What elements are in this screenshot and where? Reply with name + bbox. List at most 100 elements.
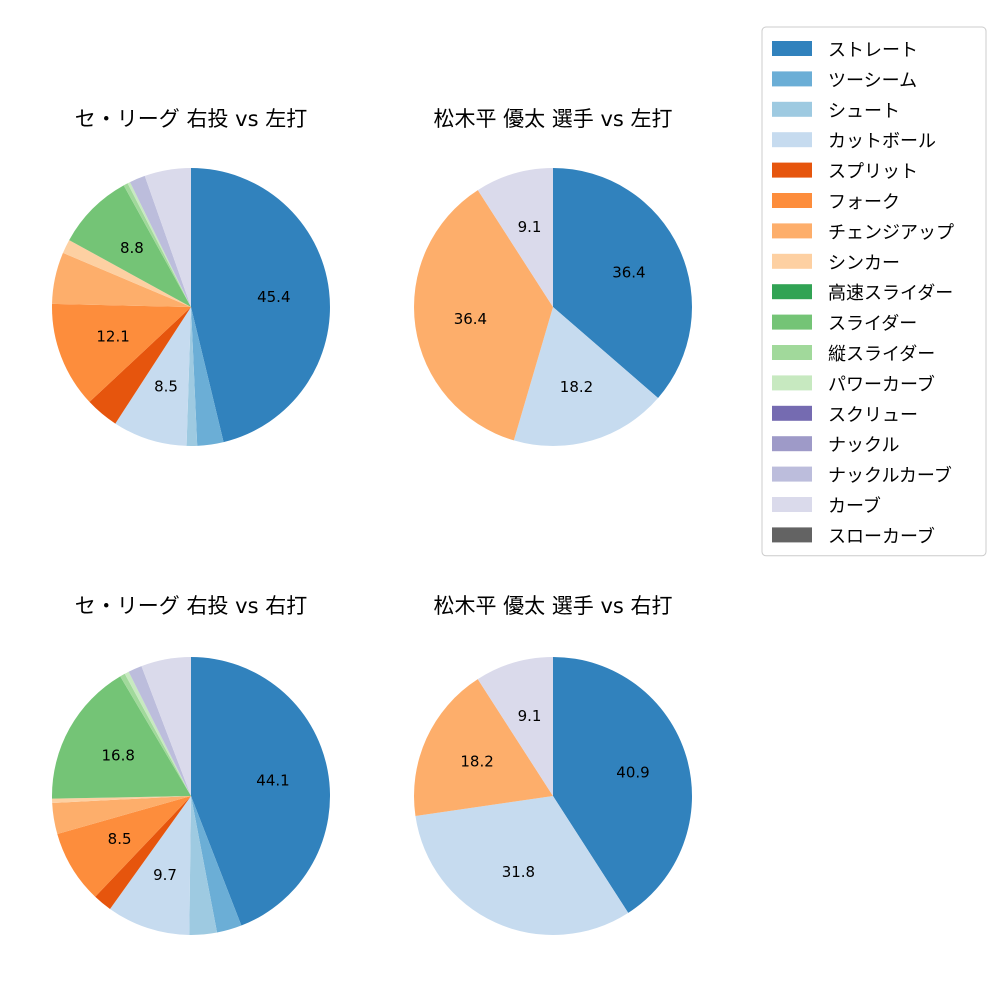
pie-slice xyxy=(52,796,192,834)
legend-item: 縦スライダー xyxy=(772,344,935,365)
pie-slice xyxy=(110,796,191,935)
pie-slice xyxy=(415,796,629,936)
pie-slice xyxy=(120,673,191,796)
pie-slice xyxy=(141,657,191,796)
pie-slice xyxy=(553,656,693,913)
legend-item: ナックル xyxy=(772,435,899,456)
pie-chart-2: 松木平 優太 選手 vs 左打 36.4 18.2 36.4 9.1 xyxy=(414,107,693,447)
legend-item: ツーシーム xyxy=(772,70,917,91)
legend-item: ストレート xyxy=(772,40,918,61)
legend-item: フォーク xyxy=(772,192,900,213)
pie-slice xyxy=(51,303,192,402)
legend-item: カーブ xyxy=(772,495,881,517)
legend-swatch xyxy=(772,466,812,482)
legend-swatch xyxy=(772,101,812,117)
pie-slice xyxy=(414,679,553,817)
legend-label: 縦スライダー xyxy=(828,344,935,365)
legend-label: 高速スライダー xyxy=(828,283,953,304)
legend-label: ストレート xyxy=(828,40,918,61)
legend-swatch xyxy=(772,436,812,452)
legend-item: スプリット xyxy=(772,162,918,183)
legend: ストレートツーシームシュートカットボールスプリットフォークチェンジアップシンカー… xyxy=(761,26,987,557)
pie-slice-value-label: 8.5 xyxy=(108,830,132,848)
pie-title: セ・リーグ 右投 vs 右打 xyxy=(75,594,307,618)
legend-item: カットボール xyxy=(772,131,936,152)
pie-slice-value-label: 9.1 xyxy=(518,218,542,236)
legend-swatch xyxy=(772,314,812,330)
pie-slice xyxy=(115,307,191,446)
legend-item: 高速スライダー xyxy=(772,283,953,304)
legend-label: スクリュー xyxy=(828,405,918,426)
pie-slice-value-label: 45.4 xyxy=(257,288,290,306)
legend-swatch xyxy=(772,193,812,208)
pie-slice xyxy=(128,666,191,796)
legend-label: ツーシーム xyxy=(828,70,917,91)
pie-slice xyxy=(186,307,198,447)
legend-label: カーブ xyxy=(828,495,881,517)
legend-label: カットボール xyxy=(828,131,936,152)
pie-slice xyxy=(89,307,191,424)
pie-slice xyxy=(477,168,553,307)
legend-label: シンカー xyxy=(828,253,900,274)
legend-swatch xyxy=(772,132,812,148)
pie-slice-value-label: 18.2 xyxy=(460,752,493,770)
pie-slice xyxy=(124,671,191,796)
pie-slice-value-label: 9.1 xyxy=(518,707,542,725)
pie-slice xyxy=(191,168,330,443)
pie-slice-value-label: 36.4 xyxy=(454,310,487,328)
pie-slice xyxy=(127,182,191,307)
pie-slice-value-label: 8.8 xyxy=(120,239,144,257)
legend-swatch xyxy=(772,253,812,269)
legend-item: シンカー xyxy=(772,253,900,274)
legend-swatch xyxy=(772,375,812,391)
legend-label: パワーカーブ xyxy=(828,373,935,395)
pie-chart-1: セ・リーグ 右投 vs 左打 45.4 8.5 12.1 8.8 xyxy=(51,107,330,447)
legend-label: ナックルカーブ xyxy=(828,465,952,487)
legend-label: スプリット xyxy=(828,162,918,183)
legend-frame xyxy=(761,26,987,557)
pie-title: 松木平 優太 選手 vs 左打 xyxy=(433,107,672,131)
legend-swatch xyxy=(772,223,812,239)
pie-slice xyxy=(52,252,191,307)
pie-slice xyxy=(62,240,191,307)
legend-label: スローカーブ xyxy=(828,525,935,547)
legend-swatch xyxy=(772,527,812,543)
pie-slice xyxy=(191,796,242,933)
pie-slice xyxy=(52,796,191,803)
legend-swatch xyxy=(772,71,812,87)
pie-slice xyxy=(513,307,659,447)
pie-slice xyxy=(191,307,224,446)
pie-slice xyxy=(189,796,218,936)
pie-slice xyxy=(191,657,331,926)
pie-slice-value-label: 44.1 xyxy=(256,772,289,790)
pie-slice-value-label: 12.1 xyxy=(96,328,129,346)
legend-label: ナックル xyxy=(828,435,899,456)
pie-slice-value-label: 9.7 xyxy=(153,866,177,884)
legend-label: シュート xyxy=(828,101,900,122)
pie-slice xyxy=(95,796,191,909)
legend-item: パワーカーブ xyxy=(772,373,935,395)
pie-slice xyxy=(69,185,191,307)
pie-slice-value-label: 18.2 xyxy=(560,378,593,396)
pie-chart-4: 松木平 優太 選手 vs 右打 40.9 31.8 18.2 9.1 xyxy=(414,594,693,936)
pie-slice xyxy=(57,796,191,897)
legend-item: チェンジアップ xyxy=(772,222,954,243)
pie-slice-value-label: 16.8 xyxy=(101,746,134,764)
legend-item: スクリュー xyxy=(772,405,918,426)
legend-swatch xyxy=(772,497,812,512)
legend-item: スローカーブ xyxy=(772,525,935,547)
pie-charts: セ・リーグ 右投 vs 左打 45.4 8.5 12.1 8.8 松木平 優太 選手 vs… xyxy=(51,107,693,936)
pie-title: セ・リーグ 右投 vs 左打 xyxy=(75,107,307,131)
legend-item: ナックルカーブ xyxy=(772,465,952,487)
pie-slice xyxy=(123,183,191,307)
legend-item: シュート xyxy=(772,101,900,122)
pie-slice-value-label: 36.4 xyxy=(612,263,645,281)
legend-label: チェンジアップ xyxy=(828,222,954,243)
legend-label: フォーク xyxy=(828,192,900,213)
legend-swatch xyxy=(772,345,812,360)
pie-chart-3: セ・リーグ 右投 vs 右打 44.1 9.7 8.5 16.8 xyxy=(51,594,331,936)
legend-swatch xyxy=(772,41,812,56)
legend-label: スライダー xyxy=(828,314,917,335)
legend-swatch xyxy=(772,405,812,421)
